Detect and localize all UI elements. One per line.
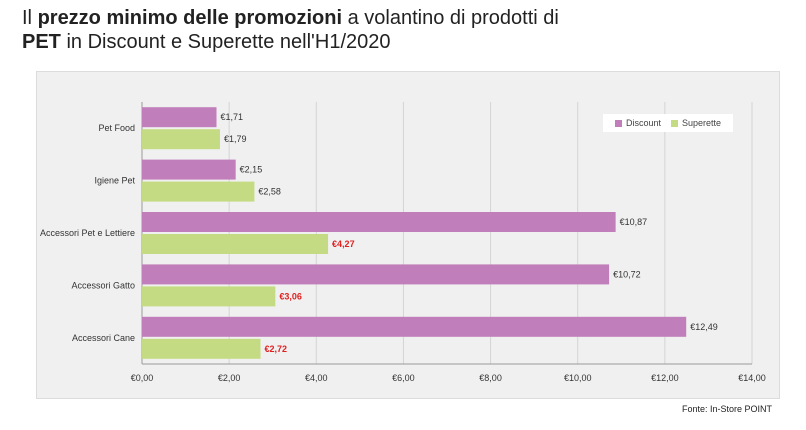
bar-discount <box>142 159 236 180</box>
legend-swatch-superette <box>670 119 678 127</box>
legend-swatch-discount <box>614 119 622 127</box>
x-tick-label: €10,00 <box>564 373 592 383</box>
legend-item-superette: Superette <box>670 118 722 128</box>
bar-superette <box>142 181 255 202</box>
data-label-superette: €2,72 <box>265 344 288 354</box>
data-label-discount: €2,15 <box>240 165 263 175</box>
bar-superette <box>142 286 276 307</box>
legend-label-superette: Superette <box>681 118 722 128</box>
chart-legend: Discount Superette <box>603 114 733 132</box>
data-label-superette: €1,79 <box>224 134 247 144</box>
x-tick-label: €4,00 <box>305 373 328 383</box>
legend-item-discount: Discount <box>614 118 661 128</box>
bar-superette <box>142 129 220 150</box>
category-label: Pet Food <box>98 123 135 133</box>
data-label-superette: €2,58 <box>258 187 281 197</box>
x-tick-label: €6,00 <box>392 373 415 383</box>
bar-superette <box>142 234 329 254</box>
x-tick-label: €8,00 <box>479 373 502 383</box>
data-label-discount: €10,87 <box>620 217 648 227</box>
data-label-discount: €1,71 <box>221 112 244 122</box>
bar-discount <box>142 212 616 232</box>
source-note: Fonte: In-Store POINT <box>681 404 772 414</box>
title-bold-2: PET <box>22 31 61 53</box>
bar-discount <box>142 264 610 285</box>
title-text-2: a volantino di prodotti di <box>342 7 559 29</box>
category-label: Igiene Pet <box>94 176 135 186</box>
legend-label-discount: Discount <box>625 118 661 128</box>
data-label-superette: €3,06 <box>279 291 302 301</box>
category-label: Accessori Gatto <box>71 280 135 290</box>
category-label: Accessori Pet e Lettiere <box>40 228 135 238</box>
x-tick-label: €12,00 <box>651 373 679 383</box>
bar-discount <box>142 107 217 128</box>
title-text-3: in Discount e Superette nell'H1/2020 <box>60 31 391 53</box>
category-label: Accessori Cane <box>72 333 135 343</box>
title-bold-1: prezzo minimo delle promozioni <box>37 7 343 29</box>
data-label-discount: €12,49 <box>690 322 718 332</box>
x-tick-label: €14,00 <box>738 373 766 383</box>
data-label-superette: €4,27 <box>332 239 355 249</box>
data-label-discount: €10,72 <box>613 269 641 279</box>
bar-discount <box>142 316 687 337</box>
x-tick-label: €0,00 <box>131 373 154 383</box>
title-text-1: Il <box>22 7 38 29</box>
bar-superette <box>142 338 261 359</box>
chart-title: Il prezzo minimo delle promozioni a vola… <box>22 6 782 54</box>
x-tick-label: €2,00 <box>218 373 241 383</box>
